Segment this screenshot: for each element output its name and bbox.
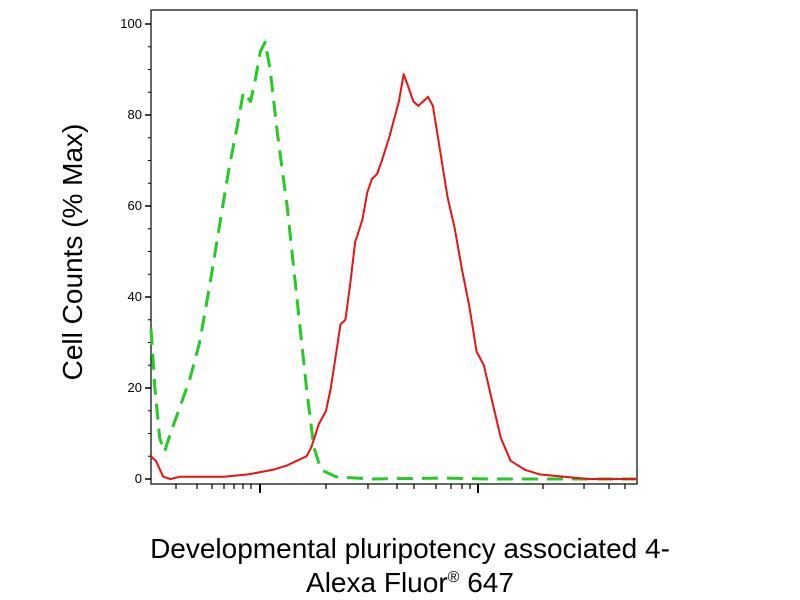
y-axis-label: Cell Counts (% Max)	[57, 124, 88, 381]
control-histogram-line	[149, 40, 637, 481]
y-tick-label: 40	[128, 289, 142, 304]
y-tick-label: 80	[128, 107, 142, 122]
x-axis-label-line-2: Alexa Fluor® 647	[306, 567, 514, 598]
sample-histogram-line	[150, 73, 637, 480]
y-axis-ticks: 0 20 40 60 80 100	[120, 16, 151, 486]
registered-mark: ®	[448, 569, 460, 586]
y-tick-label: 0	[135, 471, 142, 486]
plot-frame	[150, 9, 638, 485]
y-tick-label: 20	[128, 380, 142, 395]
plot-border	[150, 9, 638, 485]
series-layer	[149, 40, 637, 481]
y-tick-label: 60	[128, 198, 142, 213]
x-axis-label-rest: 647	[459, 567, 514, 598]
x-axis-ticks	[175, 484, 626, 493]
y-tick-label: 100	[120, 16, 142, 31]
x-axis-label-main: Alexa Fluor	[306, 567, 448, 598]
x-axis-label-line-1: Developmental pluripotency associated 4-	[150, 533, 670, 564]
